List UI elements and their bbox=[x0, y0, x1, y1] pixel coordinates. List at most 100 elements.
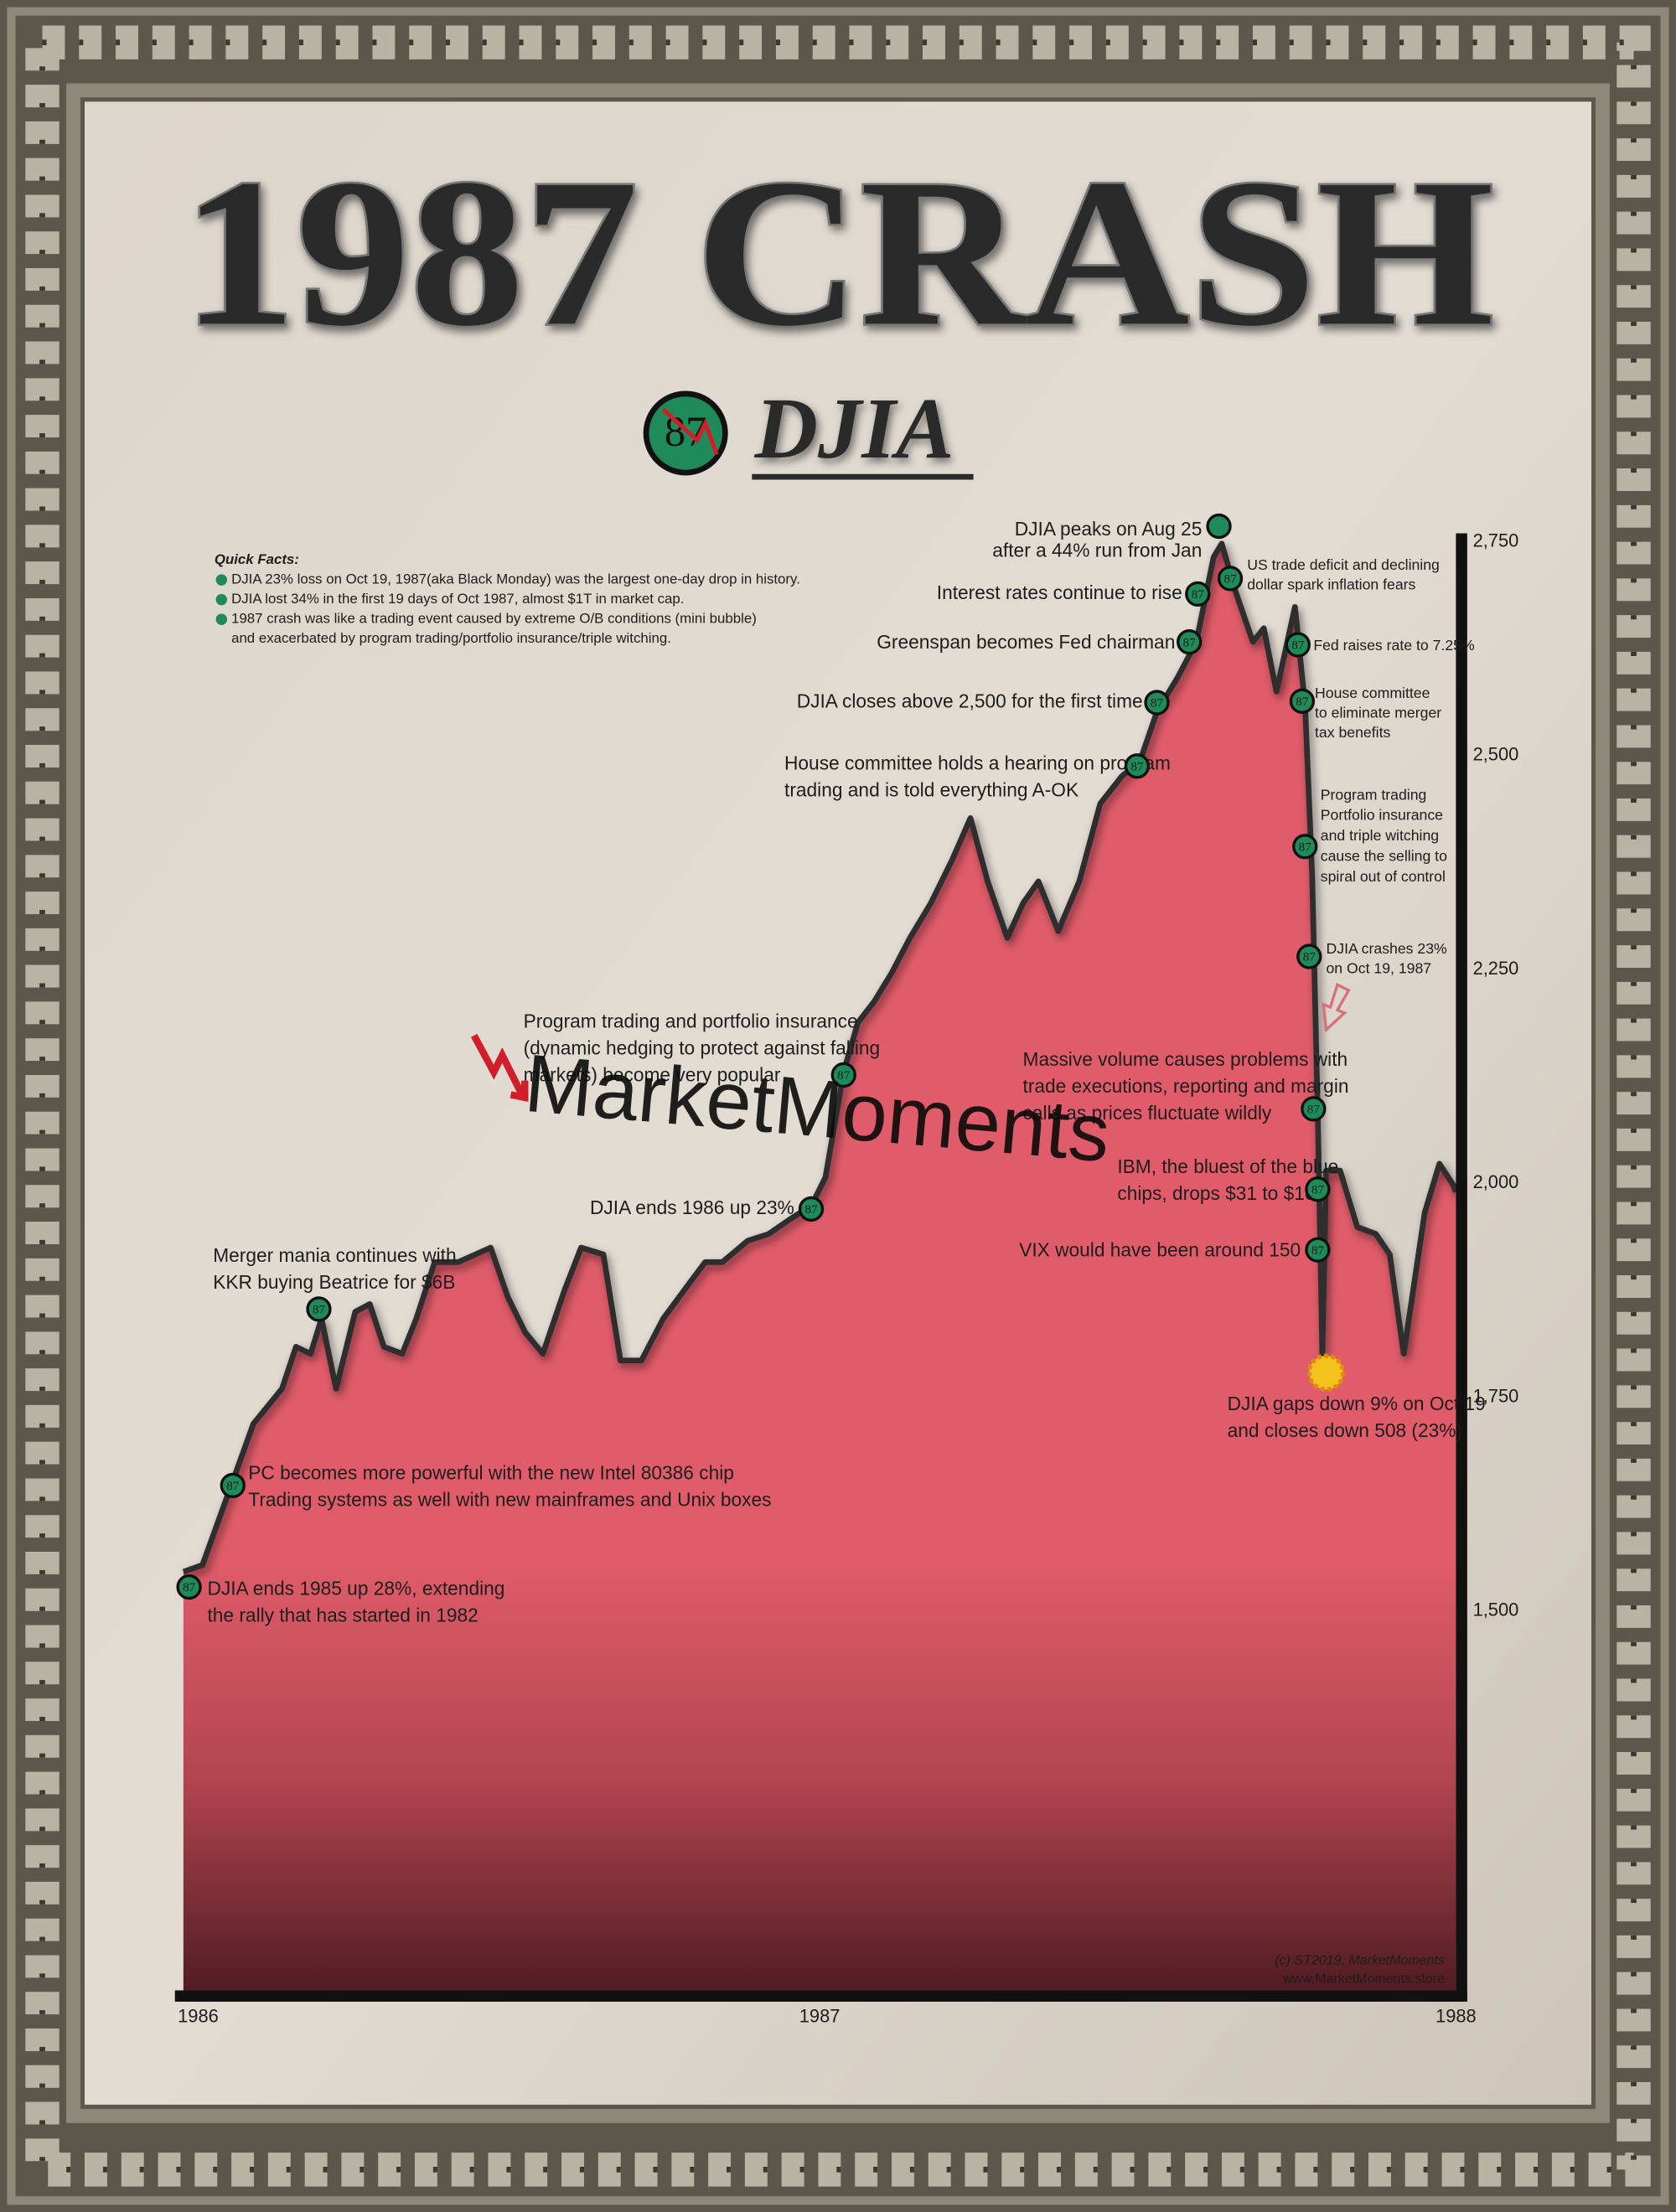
annotation-text: markets) become very popular bbox=[524, 1064, 781, 1086]
event-marker bbox=[1305, 1176, 1331, 1202]
event-marker-label: 87 bbox=[837, 1068, 851, 1083]
annotation-text: VIX would have been around 150 bbox=[1019, 1238, 1301, 1260]
annotation-text: dollar spark inflation fears bbox=[1247, 576, 1415, 592]
event-marker-label: 87 bbox=[1130, 759, 1144, 773]
event-marker-label: 87 bbox=[1296, 695, 1309, 709]
event-marker bbox=[1285, 632, 1311, 658]
annotation-text: Massive volume causes problems with bbox=[1023, 1048, 1348, 1070]
chart-title: 1987 CRASH bbox=[182, 135, 1494, 370]
sun-marker bbox=[1306, 1353, 1346, 1392]
event-marker-label: 87 bbox=[313, 1303, 326, 1317]
annotation-text: IBM, the bluest of the blue bbox=[1117, 1155, 1338, 1177]
fact-bullet bbox=[215, 613, 228, 625]
frame-inner bbox=[66, 83, 1610, 2123]
event-marker-label: 87 bbox=[1299, 840, 1312, 854]
chart-subtitle: DJIA bbox=[754, 380, 954, 477]
watermark-arrow bbox=[470, 1033, 529, 1103]
annotation-text: DJIA peaks on Aug 25 bbox=[1015, 518, 1203, 540]
quick-fact: DJIA lost 34% in the first 19 days of Oc… bbox=[231, 591, 684, 607]
annotation-text: after a 44% run from Jan bbox=[992, 539, 1202, 561]
annotation-text: trading and is told everything A-OK bbox=[784, 779, 1079, 801]
annotation-text: Fed raises rate to 7.25% bbox=[1313, 637, 1475, 654]
y-tick-label: 2,000 bbox=[1473, 1171, 1519, 1192]
event-marker bbox=[306, 1296, 332, 1322]
quick-fact: and exacerbated by program trading/portf… bbox=[231, 630, 671, 646]
quick-facts-heading: Quick Facts: bbox=[215, 551, 299, 567]
event-marker bbox=[830, 1062, 856, 1088]
y-tick-label: 1,500 bbox=[1473, 1600, 1519, 1620]
quick-fact: DJIA 23% loss on Oct 19, 1987(aka Black … bbox=[231, 571, 800, 587]
annotation-text: Portfolio insurance bbox=[1321, 807, 1443, 824]
credit: (c) ST2019, MarketMoments bbox=[1275, 1953, 1445, 1967]
annotation-text: House committee holds a hearing on progr… bbox=[784, 752, 1171, 774]
event-marker bbox=[1289, 688, 1316, 714]
event-marker-label: 87 bbox=[183, 1580, 196, 1594]
event-marker bbox=[220, 1472, 246, 1499]
annotation-text: (dynamic hedging to protect against fall… bbox=[524, 1037, 881, 1059]
event-marker bbox=[1217, 566, 1244, 592]
event-marker bbox=[1206, 513, 1232, 540]
frame-band bbox=[7, 7, 1669, 2205]
annotation-text: cause the selling to bbox=[1321, 848, 1447, 865]
quick-fact: 1987 crash was like a trading event caus… bbox=[231, 611, 757, 627]
annotation-text: DJIA closes above 2,500 for the first ti… bbox=[797, 690, 1143, 712]
event-marker bbox=[1177, 628, 1203, 655]
annotation-text: trade executions, reporting and margin bbox=[1023, 1075, 1349, 1097]
area-fill bbox=[183, 543, 1456, 1997]
price-line bbox=[182, 540, 1459, 1575]
annotation-text: DJIA gaps down 9% on Oct 19 bbox=[1228, 1393, 1486, 1414]
annotation-text: US trade deficit and declining bbox=[1247, 556, 1440, 573]
y-tick-label: 2,500 bbox=[1473, 744, 1519, 765]
event-marker-label: 87 bbox=[1192, 587, 1205, 602]
annotation-text: Merger mania continues with bbox=[213, 1244, 456, 1266]
x-tick-label: 1987 bbox=[799, 2005, 841, 2026]
y-tick-label: 1,750 bbox=[1473, 1385, 1519, 1406]
annotation-text: DJIA ends 1985 up 28%, extending bbox=[207, 1577, 504, 1599]
annotation-text: to eliminate merger bbox=[1315, 705, 1441, 721]
annotation-text: and closes down 508 (23%) bbox=[1228, 1419, 1462, 1441]
y-tick-label: 2,750 bbox=[1473, 530, 1519, 550]
logo-arrow bbox=[661, 407, 719, 456]
annotation-text: PC becomes more powerful with the new In… bbox=[248, 1461, 734, 1483]
event-marker bbox=[1144, 690, 1170, 716]
event-marker-label: 87 bbox=[1291, 638, 1305, 653]
annotation-text: Program trading and portfolio insurance bbox=[524, 1010, 858, 1032]
annotation-text: the rally that has started in 1982 bbox=[207, 1604, 478, 1625]
event-marker bbox=[1185, 581, 1211, 607]
event-marker-label: 87 bbox=[804, 1202, 818, 1217]
annotation-text: House committee bbox=[1315, 685, 1430, 701]
annotation-text: tax benefits bbox=[1315, 724, 1390, 741]
y-tick-label: 2,250 bbox=[1473, 958, 1519, 979]
annotation-text: calls as prices fluctuate wildly bbox=[1023, 1102, 1272, 1124]
annotation-text: spiral out of control bbox=[1321, 868, 1446, 885]
annotation-text: Program trading bbox=[1321, 786, 1427, 803]
event-marker bbox=[1301, 1096, 1327, 1122]
event-marker bbox=[798, 1196, 825, 1222]
event-marker bbox=[1296, 943, 1322, 969]
annotation-text: chips, drops $31 to $104 bbox=[1117, 1182, 1326, 1204]
event-marker-label: 87 bbox=[1303, 950, 1316, 964]
annotation-text: Greenspan becomes Fed chairman bbox=[877, 631, 1175, 653]
annotation-text: DJIA ends 1986 up 23% bbox=[590, 1196, 794, 1218]
event-marker bbox=[1124, 753, 1151, 779]
annotation-text: KKR buying Beatrice for $6B bbox=[213, 1271, 455, 1293]
annotation-text: Interest rates continue to rise bbox=[937, 581, 1182, 603]
event-marker-label: 87 bbox=[1307, 1103, 1321, 1117]
event-marker-label: 87 bbox=[1223, 572, 1237, 587]
annotation-text: and triple witching bbox=[1321, 827, 1439, 844]
chart-area: 1,500 1,750 2,000 2,250 2,500 2,750 1986 1987 19… bbox=[174, 530, 1519, 2026]
x-tick-label: 1988 bbox=[1435, 2005, 1477, 2026]
event-marker bbox=[1305, 1237, 1331, 1263]
credit: www.MarketMoments.store bbox=[1282, 1972, 1445, 1986]
event-marker bbox=[176, 1574, 202, 1600]
frame-beads-dark bbox=[39, 39, 1637, 2173]
event-marker-label: 87 bbox=[1151, 696, 1164, 711]
fact-bullet bbox=[215, 574, 228, 586]
fact-bullet bbox=[215, 593, 228, 606]
event-marker-label: 87 bbox=[1311, 1182, 1325, 1196]
x-tick-label: 1986 bbox=[178, 2005, 219, 2026]
event-marker-label: 87 bbox=[226, 1479, 240, 1493]
annotation-text: Trading systems as well with new mainfra… bbox=[248, 1488, 771, 1510]
crash-arrow bbox=[1322, 982, 1351, 1033]
